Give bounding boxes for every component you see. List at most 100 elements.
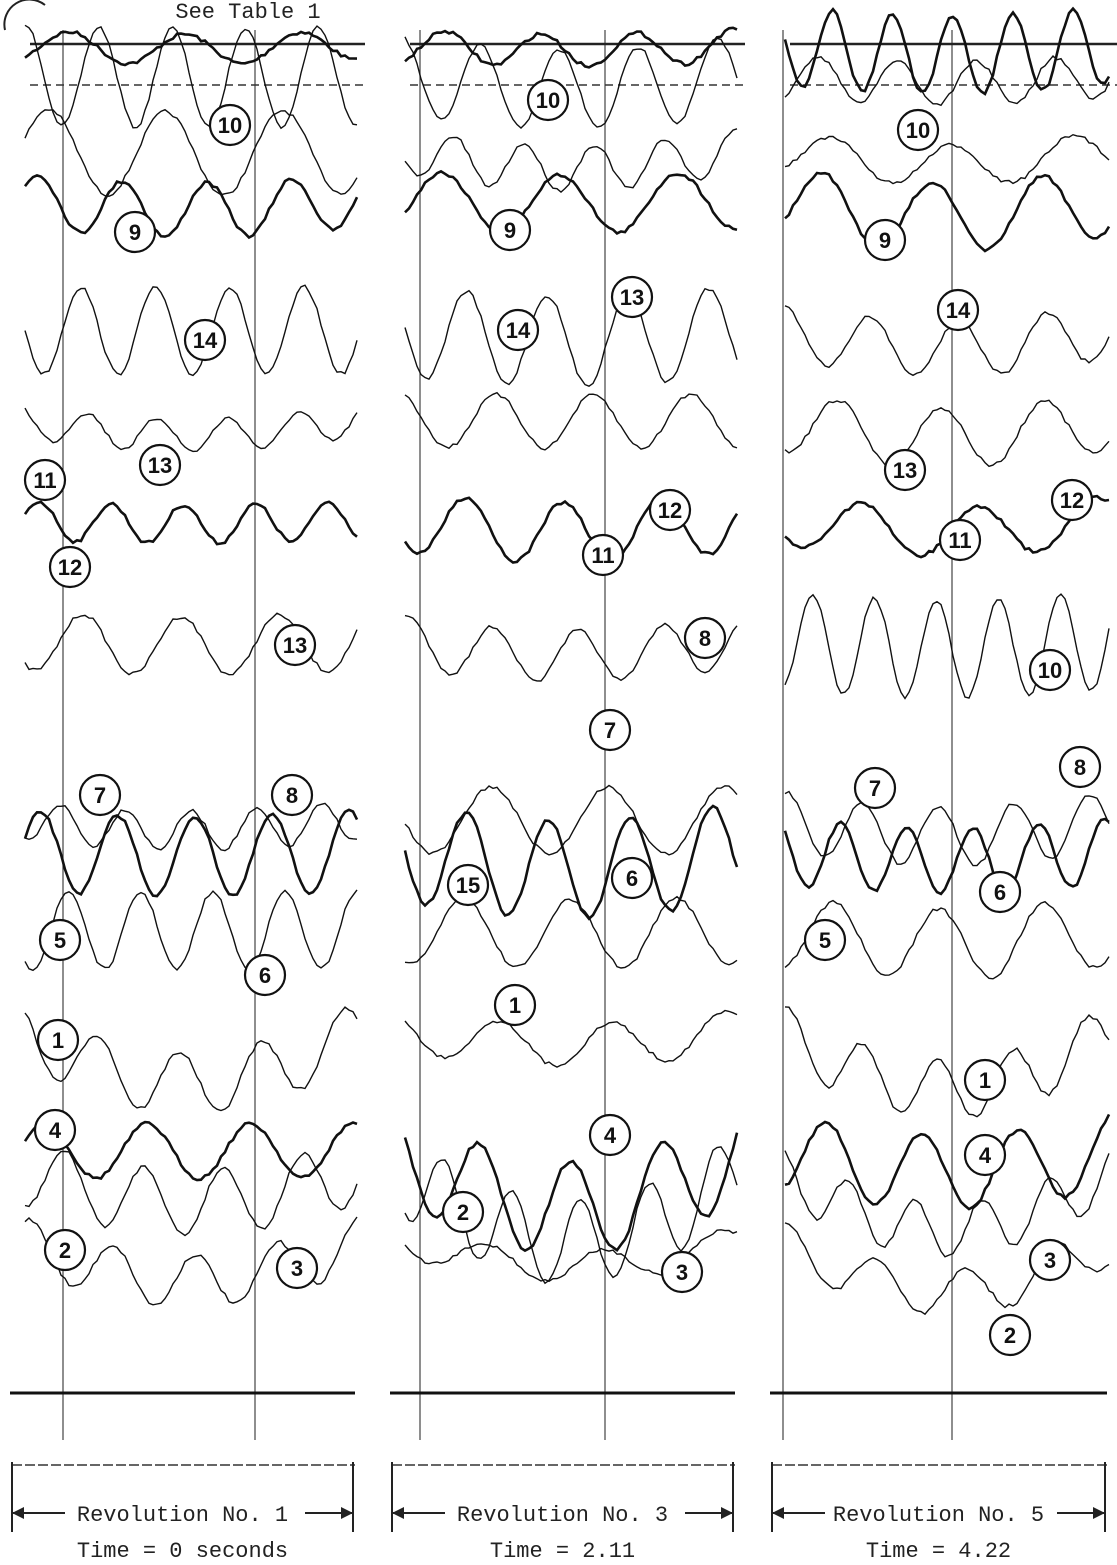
trace [403, 804, 739, 921]
trace-label-circle [38, 918, 82, 962]
trace [784, 133, 1110, 185]
trace-label-circle [660, 1250, 704, 1294]
trace-label-circle [113, 210, 157, 254]
trace-label: 10 [906, 118, 930, 143]
time-caption: Time = 4.22 [866, 1539, 1011, 1564]
trace-label: 10 [1038, 658, 1062, 683]
trace-label-circle [273, 623, 317, 667]
trace-label: 2 [59, 1238, 71, 1263]
trace-label: 13 [283, 633, 307, 658]
trace-label-circle [446, 863, 490, 907]
trace-label: 8 [699, 626, 711, 651]
trace-label: 12 [58, 555, 82, 580]
revolution-caption: Revolution No. 3 [457, 1503, 668, 1528]
trace [784, 399, 1110, 468]
trace-label: 9 [129, 220, 141, 245]
arrow-head-left [772, 1507, 784, 1519]
trace-label: 6 [994, 880, 1006, 905]
trace-label: 7 [869, 776, 881, 801]
trace-label-circle [936, 288, 980, 332]
trace-label: 11 [33, 468, 56, 493]
trace-label-circle [526, 78, 570, 122]
trace [404, 36, 738, 129]
trace-label-circle [610, 275, 654, 319]
trace-label-circle [648, 488, 692, 532]
trace [783, 817, 1110, 896]
trace [23, 1120, 358, 1182]
trace-label-circle [488, 208, 532, 252]
trace [784, 899, 1110, 980]
trace-label: 1 [979, 1068, 991, 1093]
trace-label: 10 [218, 113, 242, 138]
trace-label-circle [938, 518, 982, 562]
trace-label: 9 [879, 228, 891, 253]
trace-label-circle [883, 448, 927, 492]
trace-label: 5 [54, 928, 66, 953]
trace [23, 174, 359, 240]
trace [404, 391, 738, 451]
trace [24, 108, 358, 198]
trace-label-circle [988, 1313, 1032, 1357]
trace [784, 305, 1110, 377]
trace-label-circle [588, 1113, 632, 1157]
trace-label: 2 [457, 1200, 469, 1225]
trace-label-circle [588, 708, 632, 752]
arrow-head-right [721, 1507, 733, 1519]
trace-label: 8 [1074, 755, 1086, 780]
trace-label: 2 [1004, 1323, 1016, 1348]
revolution-caption: Revolution No. 5 [833, 1503, 1044, 1528]
trace [783, 6, 1111, 96]
trace-label-circle [23, 458, 67, 502]
trace-label: 14 [946, 298, 971, 323]
trace-label: 14 [506, 318, 531, 343]
trace-label: 5 [819, 928, 831, 953]
trace-label: 3 [676, 1260, 688, 1285]
trace-label: 1 [52, 1028, 64, 1053]
trace-label-circle [270, 773, 314, 817]
trace [784, 171, 1111, 253]
trace-label-circle [208, 103, 252, 147]
trace [404, 128, 738, 194]
trace-label: 7 [604, 718, 616, 743]
trace [24, 30, 358, 67]
trace [404, 614, 738, 682]
trace-label-circle [275, 1246, 319, 1290]
trace-label-circle [43, 1228, 87, 1272]
trace-label: 7 [94, 783, 106, 808]
trace-label: 12 [658, 498, 682, 523]
trace-label-circle [978, 870, 1022, 914]
trace-label: 3 [291, 1256, 303, 1281]
trace [403, 1132, 739, 1253]
arrow-head-left [12, 1507, 24, 1519]
trace [784, 1006, 1110, 1118]
trace-label-circle [1058, 745, 1102, 789]
trace [24, 802, 358, 852]
trace [24, 889, 358, 972]
trace-label-circle [581, 533, 625, 577]
time-caption: Time = 2.11 [490, 1539, 635, 1564]
trace-label: 12 [1060, 488, 1084, 513]
trace-label-circle [683, 616, 727, 660]
trace [23, 808, 359, 898]
trace-label-circle [78, 773, 122, 817]
trace-label-circle [863, 218, 907, 262]
trace-label: 3 [1044, 1248, 1056, 1273]
trace-label: 13 [620, 285, 644, 310]
trace-label-circle [441, 1190, 485, 1234]
table-note: See Table 1 [175, 0, 320, 25]
trace-label: 4 [604, 1123, 617, 1148]
trace-label-circle [183, 318, 227, 362]
trace-label: 11 [948, 528, 971, 553]
trace [404, 784, 738, 856]
trace [404, 287, 738, 387]
trace-label: 14 [193, 328, 218, 353]
trace [784, 1150, 1110, 1258]
trace-label: 4 [49, 1118, 62, 1143]
trace [24, 284, 358, 377]
trace-label-circle [36, 1018, 80, 1062]
trace [24, 1006, 358, 1112]
trace-label-circle [1050, 478, 1094, 522]
trace-label-circle [610, 856, 654, 900]
trace-label-circle [896, 108, 940, 152]
